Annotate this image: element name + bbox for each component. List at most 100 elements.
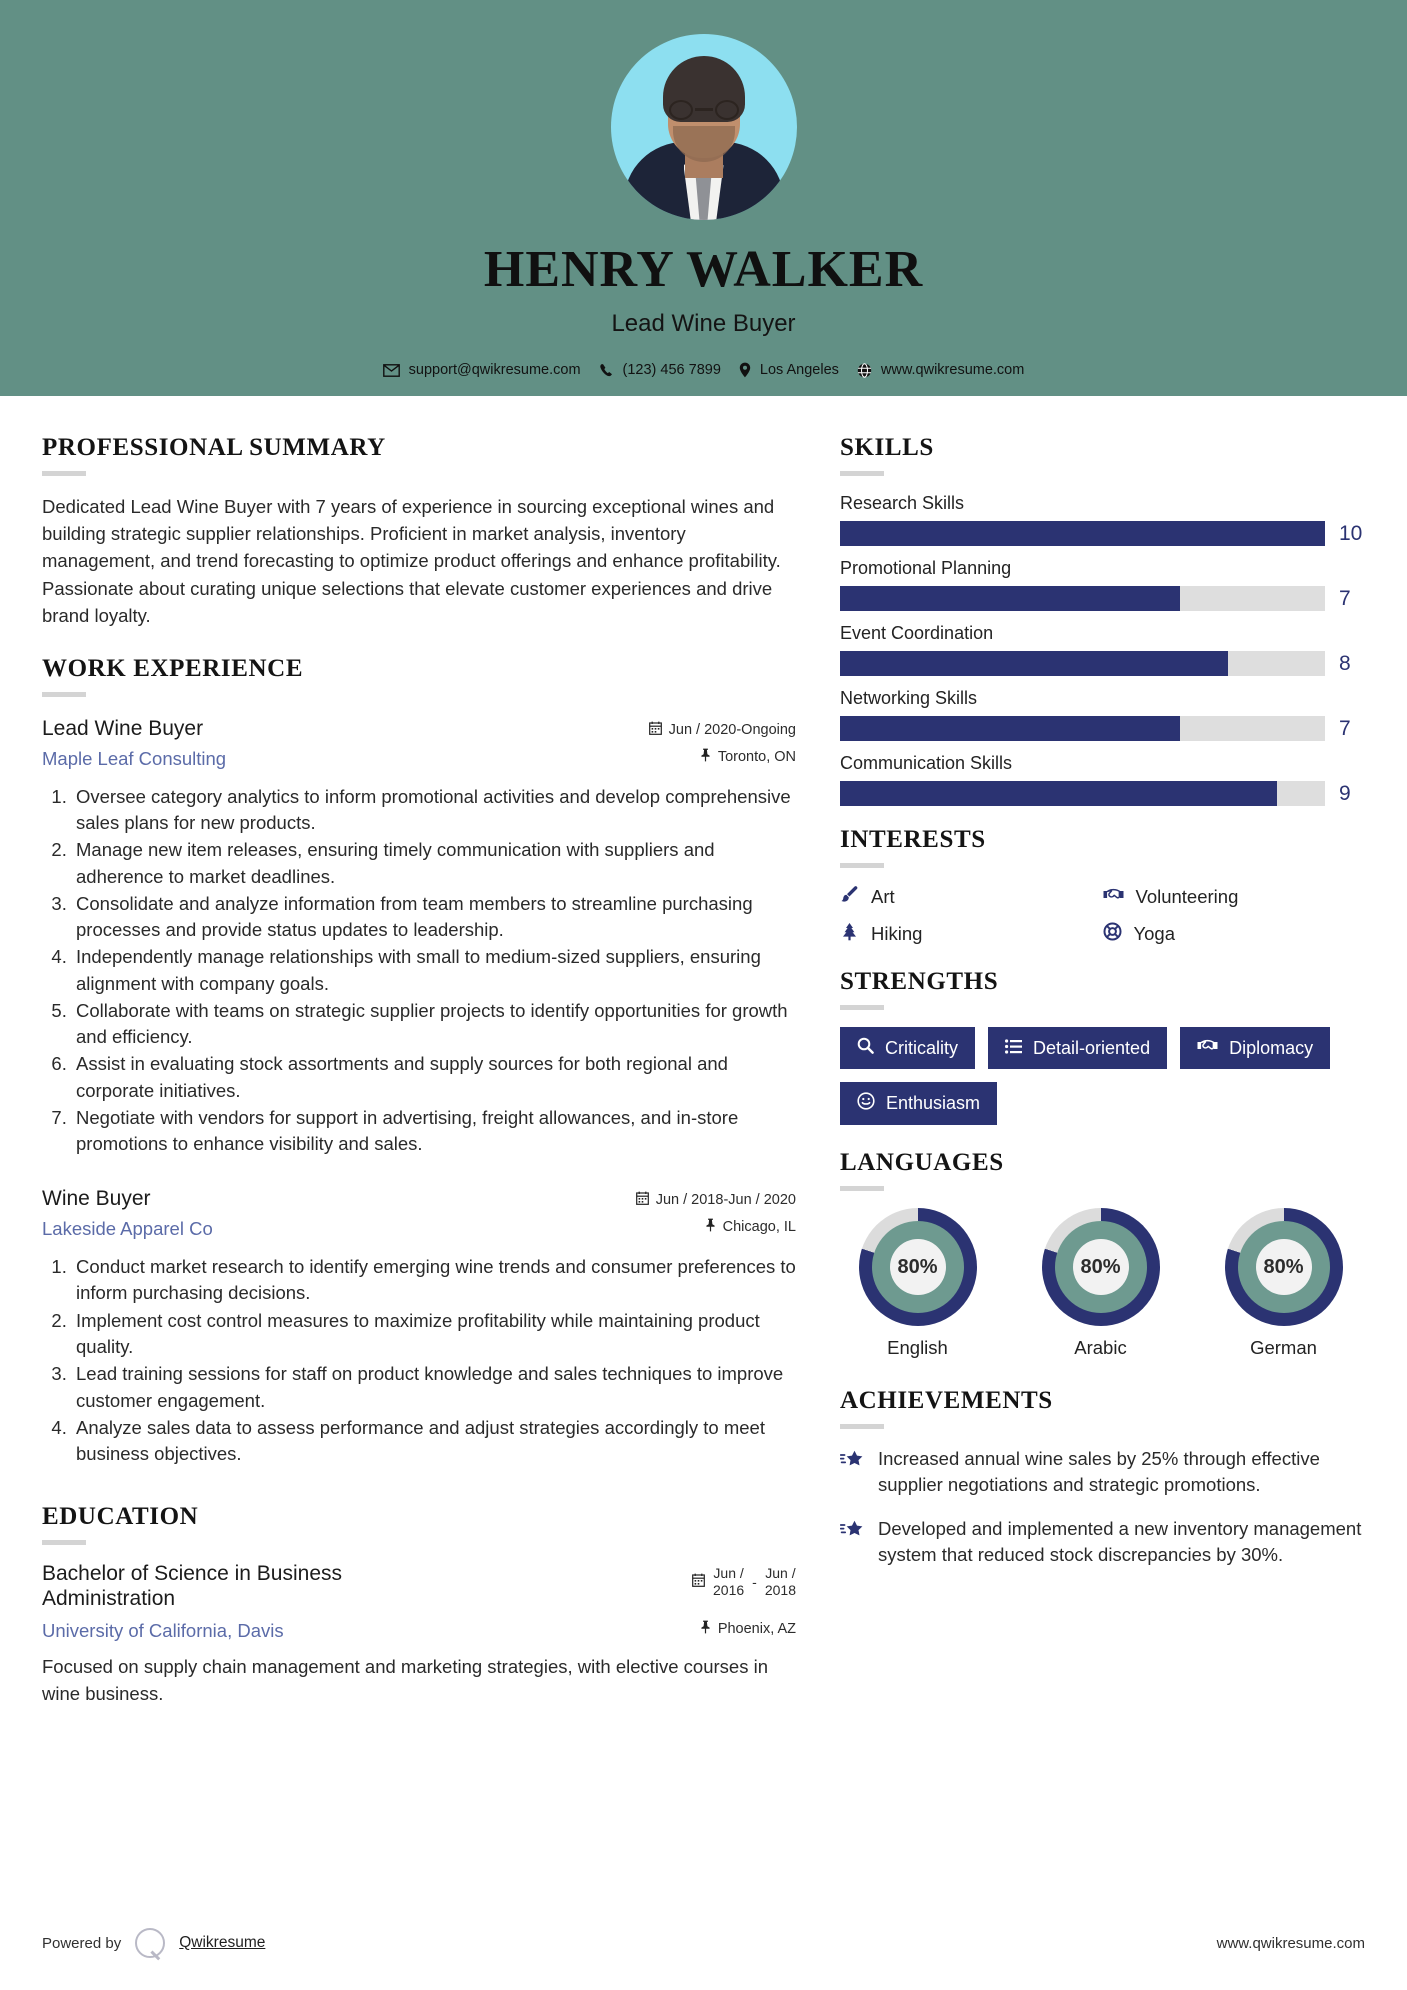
job-bullet: Lead training sessions for staff on prod… <box>72 1361 796 1414</box>
section-title-interests: INTERESTS <box>840 826 986 853</box>
section-divider <box>840 863 884 868</box>
calendar-icon <box>692 1573 705 1590</box>
section-work-experience: WORK EXPERIENCE Lead Wine Buyer Jun / 20… <box>42 655 796 1467</box>
skill-value: 7 <box>1339 586 1351 610</box>
language-donut-chart: 80% <box>1224 1208 1343 1326</box>
contact-email[interactable]: support@qwikresume.com <box>382 362 581 378</box>
section-divider <box>42 1540 86 1546</box>
powered-by-label: Powered by <box>42 1934 122 1952</box>
strength-badge-detail-oriented[interactable]: Detail-oriented <box>988 1027 1168 1069</box>
strength-badge-criticality[interactable]: Criticality <box>840 1027 976 1069</box>
achievement-item: Developed and implemented a new inventor… <box>839 1516 1365 1569</box>
contact-email-text: support@qwikresume.com <box>408 362 581 378</box>
contact-website-text: www.qwikresume.com <box>880 362 1025 378</box>
skill-bar-track <box>840 716 1325 741</box>
interest-item-hiking: Hiking <box>840 922 1103 946</box>
education-start-date: Jun / 2016 <box>713 1565 744 1598</box>
job-organization[interactable]: Maple Leaf Consulting <box>42 747 227 769</box>
skill-bar-track <box>840 781 1325 806</box>
interest-item-yoga: Yoga <box>1103 922 1366 946</box>
section-divider <box>42 471 86 476</box>
tree-icon <box>840 922 859 946</box>
skill-value: 9 <box>1339 781 1351 805</box>
skill-item: Research Skills 10 <box>840 493 1365 546</box>
job-organization[interactable]: Lakeside Apparel Co <box>42 1218 213 1240</box>
job-bullet: Analyze sales data to assess performance… <box>72 1415 796 1468</box>
degree-title: Bachelor of Science in Business Administ… <box>42 1562 342 1611</box>
job-dates: Jun / 2020-Ongoing <box>648 717 796 739</box>
page-footer: Powered by Qwikresume www.qwikresume.com <box>0 1928 1407 1958</box>
interest-label: Hiking <box>871 923 923 944</box>
section-divider <box>840 1005 884 1010</box>
resume-body: PROFESSIONAL SUMMARY Dedicated Lead Wine… <box>0 396 1407 1707</box>
skill-label: Promotional Planning <box>840 558 1012 578</box>
skill-item: Networking Skills 7 <box>840 688 1365 741</box>
envelope-icon <box>382 363 400 377</box>
job-bullet: Assist in evaluating stock assortments a… <box>72 1051 796 1104</box>
education-description: Focused on supply chain management and m… <box>42 1655 768 1704</box>
strength-badge-diplomacy[interactable]: Diplomacy <box>1180 1027 1331 1069</box>
section-title-education: EDUCATION <box>42 1503 199 1531</box>
language-label: German <box>1250 1337 1317 1358</box>
skill-bar-fill <box>840 651 1228 676</box>
skill-bar-track <box>840 586 1325 611</box>
job-bullet: Negotiate with vendors for support in ad… <box>72 1105 796 1158</box>
donut-percent-label: 80% <box>1255 1239 1312 1295</box>
job-bullet: Oversee category analytics to inform pro… <box>72 784 796 837</box>
summary-text: Dedicated Lead Wine Buyer with 7 years o… <box>42 496 781 626</box>
job-dates-text: Jun / 2018-Jun / 2020 <box>655 1192 796 1209</box>
section-divider <box>840 1424 884 1429</box>
strength-label: Detail-oriented <box>1033 1037 1151 1058</box>
section-divider <box>840 471 884 476</box>
paintbrush-icon <box>840 885 859 909</box>
skill-bar-track <box>840 521 1325 546</box>
skill-bar-fill <box>840 716 1180 741</box>
education-location: Phoenix, AZ <box>700 1620 796 1638</box>
section-education: EDUCATION Bachelor of Science in Busines… <box>42 1503 796 1707</box>
education-end-month: Jun / <box>765 1565 796 1582</box>
skill-item: Communication Skills 9 <box>840 753 1365 806</box>
job-bullet: Manage new item releases, ensuring timel… <box>72 837 796 890</box>
section-divider <box>840 1186 884 1191</box>
skill-value: 10 <box>1339 521 1363 545</box>
contact-phone[interactable]: (123) 456 7899 <box>599 362 721 378</box>
location-pin-icon <box>739 362 751 378</box>
job-location-text: Toronto, ON <box>717 748 796 765</box>
achievement-item: Increased annual wine sales by 25% throu… <box>839 1446 1365 1499</box>
calendar-icon <box>635 1191 649 1209</box>
interest-item-volunteering: Volunteering <box>1103 885 1366 909</box>
skill-bar-fill <box>840 781 1277 806</box>
skill-label: Research Skills <box>840 493 965 513</box>
contact-website[interactable]: www.qwikresume.com <box>857 362 1024 378</box>
education-start-year: 2016 <box>713 1581 745 1598</box>
job-location: Chicago, IL <box>705 1218 796 1236</box>
strength-badge-enthusiasm[interactable]: Enthusiasm <box>840 1082 998 1125</box>
interest-label: Volunteering <box>1135 886 1239 907</box>
skill-label: Networking Skills <box>840 688 978 708</box>
handshake-icon <box>1197 1037 1218 1059</box>
job-bullet: Collaborate with teams on strategic supp… <box>72 998 796 1051</box>
qwikresume-logo-icon <box>135 1928 166 1958</box>
phone-icon <box>599 363 614 378</box>
job-bullet: Implement cost control measures to maxim… <box>72 1308 796 1361</box>
section-professional-summary: PROFESSIONAL SUMMARY Dedicated Lead Wine… <box>42 434 796 629</box>
qwikresume-brand-link[interactable]: Qwikresume <box>179 1934 266 1951</box>
date-range-dash: - <box>752 1573 757 1590</box>
section-skills: SKILLS Research Skills 10 Promotional Pl… <box>840 434 1365 806</box>
language-item-english: 80% English <box>840 1208 995 1359</box>
education-school[interactable]: University of California, Davis <box>42 1619 284 1641</box>
interest-label: Art <box>871 886 895 907</box>
right-column: SKILLS Research Skills 10 Promotional Pl… <box>832 396 1365 1707</box>
section-title-skills: SKILLS <box>840 434 934 461</box>
contact-location-text: Los Angeles <box>759 362 839 378</box>
donut-percent-label: 80% <box>1072 1239 1129 1295</box>
job-dates: Jun / 2018-Jun / 2020 <box>635 1187 796 1209</box>
education-end-date: Jun / 2018 <box>765 1565 796 1598</box>
contact-location[interactable]: Los Angeles <box>739 362 839 378</box>
contact-bar: support@qwikresume.com (123) 456 7899 Lo… <box>382 362 1024 378</box>
strength-label: Criticality <box>885 1037 959 1058</box>
footer-website[interactable]: www.qwikresume.com <box>1216 1934 1365 1952</box>
avatar-glasses-icon <box>667 100 741 120</box>
handshake-icon <box>1103 886 1124 908</box>
